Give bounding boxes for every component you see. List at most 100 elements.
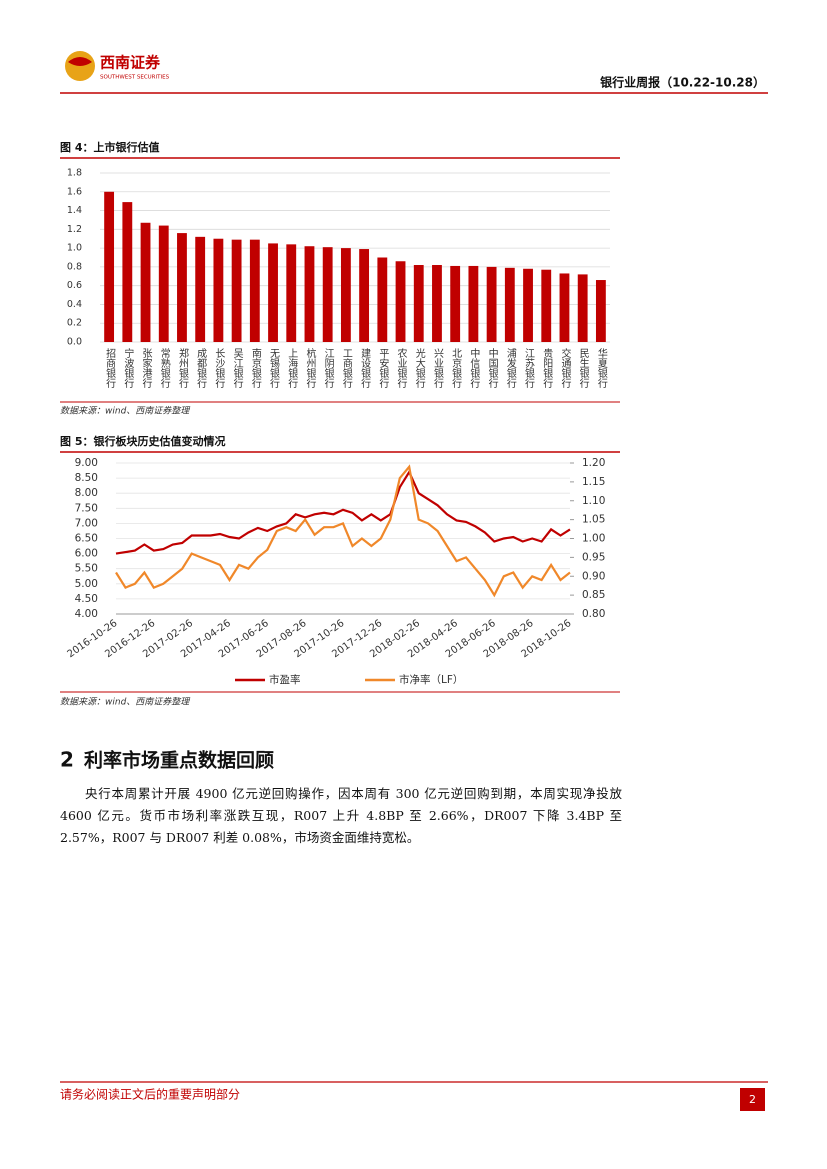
y-tick-label: 4.50 bbox=[75, 593, 98, 605]
x-tick-label: 张家港行 bbox=[140, 348, 152, 389]
source: 数据来源：wind、西南证券整理 bbox=[60, 697, 191, 708]
y-tick-label: 8.50 bbox=[75, 472, 98, 484]
x-tick-label: 吴江银行 bbox=[231, 348, 243, 389]
x-tick-label: 成都银行 bbox=[195, 348, 207, 389]
footer-notice: 请务必阅读正文后的重要声明部分 bbox=[60, 1087, 240, 1102]
y-tick-label: 9.00 bbox=[75, 457, 98, 469]
y-tick-label: 1.0 bbox=[67, 243, 82, 254]
line-series bbox=[115, 469, 571, 555]
y2-tick-label: 0.80 bbox=[582, 608, 605, 620]
x-tick-label: 郑州银行 bbox=[176, 347, 188, 389]
y-tick-label: 7.00 bbox=[75, 517, 98, 529]
bar bbox=[413, 265, 424, 342]
bar bbox=[122, 202, 133, 342]
bar bbox=[450, 265, 461, 342]
y2-tick-label: 1.00 bbox=[582, 533, 605, 545]
bar bbox=[559, 273, 570, 342]
y-tick-label: 1.6 bbox=[67, 186, 82, 197]
x-tick-label: 兴业银行 bbox=[431, 348, 443, 389]
bar bbox=[268, 243, 278, 342]
x-tick-label: 中信银行 bbox=[468, 347, 480, 389]
y2-tick-label: 1.05 bbox=[582, 514, 605, 526]
bar bbox=[140, 222, 151, 342]
logo-en: SOUTHWEST SECURITIES bbox=[100, 75, 170, 81]
bar bbox=[595, 280, 606, 342]
x-tick-label: 长沙银行 bbox=[213, 348, 225, 389]
bar bbox=[104, 191, 115, 342]
bar bbox=[213, 238, 224, 342]
bar bbox=[541, 269, 552, 342]
x-tick-label: 农业银行 bbox=[395, 347, 407, 389]
x-tick-label: 光大银行 bbox=[413, 347, 425, 389]
x-tick-label: 江苏银行 bbox=[523, 348, 535, 389]
section-title: 利率市场重点数据回顾 bbox=[84, 749, 274, 772]
source: 数据来源：wind、西南证券整理 bbox=[60, 406, 191, 417]
bar bbox=[504, 267, 515, 342]
x-tick-label: 常熟银行 bbox=[158, 347, 170, 389]
x-tick-label: 华夏银行 bbox=[595, 347, 607, 389]
bar bbox=[432, 265, 442, 342]
y2-tick-label: 0.95 bbox=[582, 551, 605, 563]
bar bbox=[249, 239, 260, 342]
y-tick-label: 6.50 bbox=[75, 533, 98, 545]
page-box bbox=[740, 1088, 765, 1111]
y-tick-label: 0.2 bbox=[67, 318, 82, 329]
bar bbox=[577, 274, 588, 342]
x-tick-label: 宁波银行 bbox=[122, 347, 134, 389]
legend-label: 市净率（LF） bbox=[399, 673, 463, 686]
bar bbox=[377, 257, 388, 342]
bar bbox=[486, 266, 497, 342]
bar bbox=[322, 247, 333, 342]
x-tick-label: 招商银行 bbox=[104, 347, 116, 389]
x-tick-label: 中国银行 bbox=[486, 347, 498, 389]
y2-tick-label: 1.15 bbox=[582, 476, 605, 488]
bar bbox=[231, 239, 242, 342]
figure-title: 图 5：银行板块历史估值变动情况 bbox=[60, 434, 225, 448]
x-tick-label: 交通银行 bbox=[559, 347, 571, 389]
y-tick-label: 7.50 bbox=[75, 502, 98, 514]
x-tick-label: 民生银行 bbox=[577, 348, 589, 389]
report-title: 银行业周报（10.22-10.28） bbox=[600, 75, 765, 90]
y2-tick-label: 1.20 bbox=[582, 457, 605, 469]
section-number: 2 bbox=[60, 748, 74, 772]
bar bbox=[304, 246, 315, 342]
x-tick-label: 无锡银行 bbox=[268, 348, 280, 389]
bar bbox=[340, 248, 351, 342]
bar bbox=[158, 225, 169, 342]
logo-icon-part bbox=[68, 57, 92, 66]
y-tick-label: 1.4 bbox=[67, 205, 82, 216]
line-series bbox=[115, 464, 571, 598]
bar bbox=[395, 261, 406, 342]
x-tick-label: 上海银行 bbox=[286, 348, 298, 389]
bar bbox=[286, 244, 297, 342]
y-tick-label: 0.8 bbox=[67, 261, 82, 272]
y-tick-label: 0.4 bbox=[67, 299, 82, 310]
y-tick-label: 1.8 bbox=[67, 168, 82, 179]
y-tick-label: 5.00 bbox=[75, 578, 98, 590]
x-tick-label: 江阴银行 bbox=[322, 348, 334, 389]
logo-cn: 西南证券 bbox=[100, 54, 161, 72]
legend-label: 市盈率 bbox=[269, 673, 301, 686]
x-tick-label: 贵阳银行 bbox=[541, 347, 553, 389]
x-tick-label: 浦发银行 bbox=[504, 347, 516, 389]
y-tick-label: 5.50 bbox=[75, 563, 98, 575]
y-tick-label: 6.00 bbox=[75, 548, 98, 560]
x-tick-label: 建设银行 bbox=[359, 347, 371, 389]
x-tick-label: 杭州银行 bbox=[304, 347, 316, 389]
y-tick-label: 1.2 bbox=[67, 224, 82, 235]
bar bbox=[468, 265, 479, 342]
figure-title: 图 4：上市银行估值 bbox=[60, 140, 159, 154]
y-tick-label: 0.0 bbox=[67, 337, 82, 348]
bar bbox=[523, 268, 533, 342]
bar bbox=[177, 233, 187, 342]
y2-tick-label: 0.85 bbox=[582, 589, 605, 601]
x-tick-label: 平安银行 bbox=[377, 348, 389, 389]
bar bbox=[195, 236, 206, 342]
y2-tick-label: 0.90 bbox=[582, 570, 605, 582]
x-tick-label: 南京银行 bbox=[249, 347, 261, 389]
paragraph: 央行本周累计开展 4900 亿元逆回购操作，因本周有 300 亿元逆回购到期，本… bbox=[60, 786, 622, 845]
y2-tick-label: 1.10 bbox=[582, 495, 605, 507]
y-tick-label: 8.00 bbox=[75, 487, 98, 499]
